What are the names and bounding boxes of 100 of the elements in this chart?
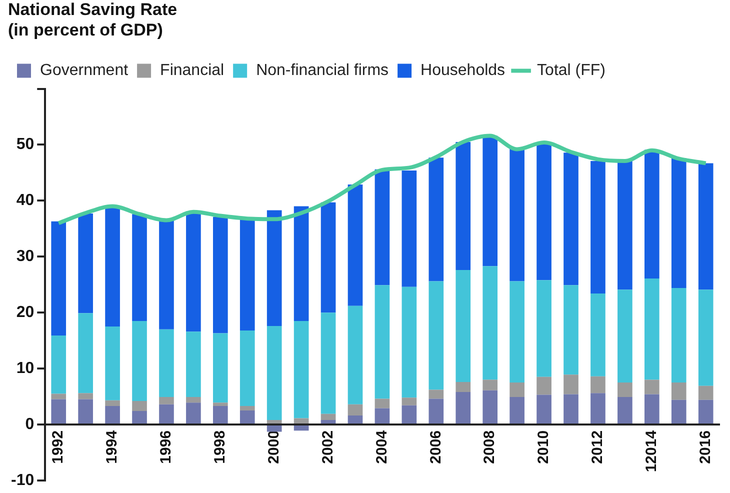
x-tick-label: 1992 — [50, 430, 67, 464]
line-series — [56, 134, 708, 226]
bar — [213, 402, 228, 406]
legend-label: Total (FF) — [537, 62, 606, 80]
y-tick-label: 0 — [25, 416, 34, 433]
bar — [105, 326, 120, 400]
bar — [671, 158, 686, 288]
bar — [618, 160, 632, 290]
legend-label: Non-financial firms — [256, 62, 389, 80]
bar — [294, 418, 309, 424]
bar — [240, 218, 255, 330]
bar — [402, 398, 417, 406]
legend-label: Households — [420, 62, 506, 80]
y-tick-label: 40 — [16, 192, 34, 210]
bar — [186, 402, 201, 424]
bar — [294, 206, 309, 321]
x-tick-label: 2016 — [696, 430, 714, 464]
x-tick-label: 12014 — [643, 430, 660, 472]
x-tick-label: 2002 — [319, 430, 336, 464]
x-tick-label: 2012 — [589, 430, 606, 464]
y-tick-label: -10 — [11, 472, 34, 489]
bar — [51, 336, 66, 394]
bar — [644, 394, 660, 424]
bar — [294, 425, 309, 431]
bar — [132, 400, 147, 412]
bar — [320, 312, 336, 414]
bar — [456, 142, 471, 270]
bar — [698, 163, 714, 290]
bar — [51, 221, 66, 336]
bar — [644, 278, 660, 380]
bar — [536, 376, 552, 395]
bar — [132, 214, 147, 321]
bar — [105, 406, 120, 424]
bar — [348, 416, 363, 424]
x-tick-label: 2000 — [265, 430, 282, 464]
bar — [618, 397, 632, 424]
bar — [132, 411, 147, 424]
bar — [374, 408, 390, 424]
legend-label: Government — [40, 62, 129, 80]
bar — [510, 397, 524, 424]
bar — [698, 386, 714, 400]
bar — [510, 281, 524, 382]
bar — [266, 210, 282, 326]
bar — [105, 207, 120, 327]
bar — [294, 320, 309, 418]
bar — [482, 380, 498, 390]
bar — [78, 393, 93, 400]
bar — [644, 150, 660, 278]
bar — [240, 330, 255, 406]
bar — [213, 216, 228, 334]
bar — [536, 394, 552, 424]
bar — [456, 382, 471, 392]
bar — [348, 404, 363, 416]
bar — [698, 290, 714, 386]
bar — [590, 160, 606, 294]
bar — [78, 399, 93, 424]
bar — [590, 376, 606, 394]
bar — [510, 148, 524, 282]
bar — [266, 425, 282, 432]
bar — [402, 170, 417, 287]
bar — [644, 380, 660, 394]
bar — [266, 420, 282, 424]
x-tick-label: 1998 — [212, 430, 229, 464]
y-tick-label: 10 — [16, 360, 34, 377]
bar — [456, 392, 471, 424]
bar — [374, 285, 390, 399]
bar — [564, 285, 578, 375]
bar — [78, 214, 93, 314]
bar — [428, 390, 444, 399]
bar — [564, 374, 578, 394]
bar — [428, 398, 444, 424]
x-tick-label: 1996 — [158, 430, 175, 464]
bar — [482, 266, 498, 380]
bar — [671, 382, 686, 400]
bar — [402, 286, 417, 398]
bar — [213, 333, 228, 403]
bar — [159, 220, 174, 330]
bar — [618, 290, 632, 382]
legend-label: Financial — [160, 62, 224, 80]
bar — [374, 398, 390, 408]
bar — [240, 406, 255, 410]
bar — [159, 397, 174, 404]
bar — [105, 400, 120, 406]
bar — [402, 405, 417, 424]
bar — [348, 184, 363, 306]
y-tick-label: 20 — [16, 304, 34, 321]
bar — [590, 294, 606, 376]
bar — [374, 169, 390, 286]
bar — [671, 288, 686, 382]
chart-title: National Saving Rate (in percent of GDP) — [8, 0, 178, 40]
bar — [320, 420, 336, 424]
bar — [320, 202, 336, 313]
bar — [159, 329, 174, 398]
bar — [51, 399, 66, 424]
y-tick-label: 50 — [16, 136, 34, 154]
bar — [240, 410, 255, 424]
bar — [51, 394, 66, 400]
bar — [159, 404, 174, 424]
bar — [698, 400, 714, 424]
bar — [618, 382, 632, 398]
